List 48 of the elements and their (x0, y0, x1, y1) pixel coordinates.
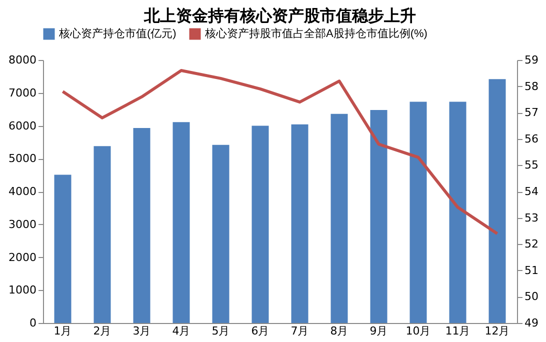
y-tick-label: 5000 (8, 152, 36, 166)
bar (449, 102, 466, 323)
x-tick-label: 10月 (406, 324, 431, 338)
y2-tick-label: 58 (524, 80, 538, 93)
bar (133, 128, 150, 323)
bar (370, 110, 388, 323)
y-tick-label: 2000 (8, 250, 36, 264)
y2-tick-label: 49 (524, 316, 538, 330)
bar (330, 114, 348, 323)
y2-tick-label: 55 (524, 158, 538, 172)
x-tick-label: 12月 (484, 324, 510, 338)
y2-tick-label: 53 (524, 211, 538, 224)
y2-tick-label: 51 (524, 264, 538, 277)
y2-tick-label: 52 (524, 238, 538, 251)
bar (172, 122, 190, 323)
x-tick-label: 6月 (251, 324, 270, 338)
y-tick-label: 8000 (8, 54, 36, 66)
x-tick-label: 3月 (132, 324, 151, 338)
bar (54, 174, 72, 323)
y-tick-label: 6000 (8, 119, 36, 132)
x-tick-label: 5月 (212, 324, 230, 338)
y-tick-label: 1000 (8, 284, 36, 297)
y-tick-label: 4000 (8, 185, 36, 198)
y2-tick-label: 50 (524, 290, 538, 304)
bar (252, 126, 269, 323)
bar (488, 79, 506, 323)
y-tick-label: 7000 (8, 86, 36, 100)
y2-tick-label: 56 (524, 132, 538, 146)
bar (291, 124, 308, 323)
bar (212, 144, 230, 323)
x-tick-label: 11月 (445, 324, 470, 338)
x-tick-label: 8月 (330, 324, 348, 338)
bar (410, 102, 427, 323)
y-tick-label: 3000 (8, 218, 36, 231)
x-tick-label: 1月 (54, 324, 72, 338)
bar (94, 146, 111, 323)
y-tick-label: 0 (30, 316, 36, 330)
x-tick-label: 4月 (172, 324, 190, 338)
y2-tick-label: 57 (524, 106, 538, 120)
chart-title: 北上资金持有核心资产股市值稳步上升 (143, 6, 416, 25)
y2-tick-label: 54 (524, 185, 538, 198)
line-series (61, 69, 499, 236)
legend-label: 核心资产持仓市值(亿元) (58, 27, 176, 40)
y2-tick-label: 59 (524, 54, 538, 66)
x-tick-label: 7月 (290, 324, 309, 338)
x-tick-label: 9月 (370, 324, 388, 338)
x-tick-label: 2月 (93, 324, 112, 338)
legend-label: 核心资产持股市值占全部A股持仓市值比例(%) (204, 27, 428, 40)
